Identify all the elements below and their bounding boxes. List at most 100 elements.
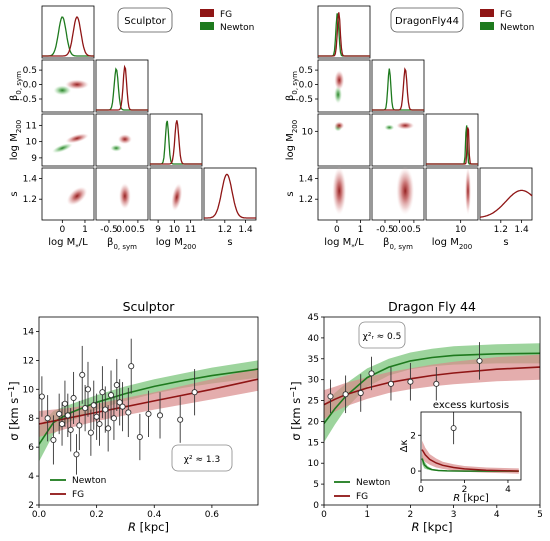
dragonfly-data-point-1 [343,392,348,397]
corner-dragonfly-1-0-ytick-label-2: 0.5 [299,66,313,76]
corner-sculptor-2-0-ytick-label-1: 10 [26,138,38,148]
corner-dragonfly-cell-1-1 [372,60,424,112]
corner-dragonfly-legend-fg-swatch [480,9,494,17]
sculptor-xtick-label-1: 0.2 [89,510,103,520]
sculptor-ytick-label-2: 6 [28,443,34,453]
sculptor-data-point-21 [108,392,113,397]
corner-dragonfly-cell-3-3: 1.2 1.4 [480,168,532,235]
sculptor-ytick-label-5: 12 [23,356,34,366]
dragonfly-ylabel: σ [km s−1] [289,381,304,440]
dragonfly-annotation: χ²ᵣ ≈ 0.5 [363,332,402,342]
corner-dragonfly-contour-3-1-fg [396,167,414,215]
dragonfly-ytick-label-5: 25 [308,397,319,407]
sculptor-ytick-label-3: 8 [28,414,34,424]
corner-sculptor-2-0-ytick-label-0: 9 [31,154,37,164]
sculptor-data-point-7 [68,427,73,432]
corner-sculptor-cell-0-0 [42,6,94,58]
dragonfly-data-point-2 [358,390,363,395]
corner-sculptor-marginal-beta-fg [96,67,148,110]
corner-sculptor-3-2-xtick-label-2: 11 [185,225,196,235]
corner-sculptor-marginal-logM200-fg [150,120,202,164]
corner-dragonfly-contour-2-1-newton [384,124,394,130]
corner-sculptor-legend-fg-label: FG [220,10,232,20]
corner-dragonfly-marginal-beta-fg [372,69,424,110]
sculptor-ytick-label-4: 10 [23,385,35,395]
corner-sculptor-xlabel-1: β0, sym [107,237,137,251]
corner-dragonfly-3-0-ytick-label-0: 1.2 [299,195,313,205]
corner-sculptor-cell-3-0: 0 11.21.4 [23,168,94,235]
corner-dragonfly-xlabel-2: log M200 [432,237,472,251]
sculptor-data-point-23 [114,382,119,387]
corner-dragonfly-3-1-xtick-label-0: -0.5 [376,225,394,235]
corner-sculptor-title: Sculptor [124,16,166,27]
corner-sculptor-legend-newton-swatch [200,22,214,30]
sculptor-title: Sculptor [123,299,176,314]
sculptor-legend-newton-label: Newton [72,476,106,486]
corner-dragonfly-cell-2-1 [372,114,424,166]
corner-dragonfly-contour-2-0-fg [334,122,344,130]
sculptor-data-point-25 [120,404,125,409]
corner-dragonfly-marginal-s-fg [480,190,532,217]
kurtosis-xlabel: R [kpc] [453,493,489,504]
sculptor-ytick-label-0: 2 [28,501,34,511]
corner-sculptor-1-0-ytick-label-0: -0.5 [19,95,37,105]
corner-dragonfly-frame-2-1 [372,114,424,166]
sculptor-data-point-16 [94,414,99,419]
sculptor-data-point-10 [77,423,82,428]
dragonfly-xtick-label-1: 1 [364,510,370,520]
corner-sculptor-cell-3-2: 9 10 11 [150,168,202,235]
corner-sculptor-cell-3-3: 1.2 1.4 [204,168,256,235]
corner-dragonfly-3-0-xtick-label-0: 0 [334,225,340,235]
dragonfly-ytick-label-8: 40 [308,334,320,344]
sculptor-data-point-13 [85,387,90,392]
sculptor-annotation: χ² ≈ 1.3 [184,455,220,465]
dragonfly-legend-fg-label: FG [356,492,368,502]
corner-dragonfly-marginal-logM200-fg [426,128,478,165]
dragonfly-legend-newton-label: Newton [356,478,390,488]
sculptor-data-point-2 [51,437,56,442]
kurtosis-data-point-0 [451,426,456,431]
sculptor-data-point-17 [97,421,102,426]
sculptor-data-point-28 [137,434,142,439]
sculptor-data-point-19 [103,407,108,412]
corner-dragonfly-cell-3-1: -0.50.0 0.5 [372,167,424,235]
corner-sculptor-contour-1-0-fg [65,80,89,90]
corner-dragonfly-3-3-xtick-label-1: 1.4 [514,225,529,235]
corner-sculptor-cell-2-2 [150,114,202,166]
corner-dragonfly-cell-2-2 [426,114,478,166]
corner-sculptor-3-3-xtick-label-0: 1.2 [218,225,232,235]
sculptor-legend-fg-label: FG [72,490,84,500]
kurtosis-xtick-label-2: 4 [505,485,511,495]
corner-dragonfly-3-0-ytick-label-1: 1.4 [299,174,314,184]
corner-dragonfly-legend-newton-label: Newton [500,23,534,33]
dragonfly-xtick-label-2: 2 [408,510,414,520]
dragonfly-data-point-5 [408,379,413,384]
corner-dragonfly-2-0-ytick-label-0: 10 [302,127,314,137]
sculptor-data-point-9 [74,452,79,457]
dragonfly-xtick-label-5: 5 [537,510,543,520]
sculptor-ylabel: σ [km s−1] [7,381,22,440]
corner-dragonfly-marginal-beta-newton [372,69,424,110]
dragonfly-xtick-label-0: 0 [321,510,327,520]
kurtosis-xtick-label-0: 0 [418,485,424,495]
corner-sculptor-contour-2-1-fg [118,134,132,144]
corner-sculptor-frame-1-1 [96,60,148,112]
corner-sculptor-xlabel-0: log M*/L [48,237,88,251]
corner-dragonfly-cell-3-2: 10 [426,167,478,235]
dragonfly-xtick-label-3: 3 [451,510,457,520]
corner-dragonfly-contour-1-0-fg [334,70,344,90]
corner-sculptor-cell-3-1: -0.50.0 0.5 [96,168,148,235]
sculptor-data-point-6 [65,413,70,418]
sculptor-data-point-5 [62,401,67,406]
sculptor-data-point-20 [106,426,111,431]
corner-sculptor-contour-3-0-fg [63,183,90,209]
sculptor-xlabel: R [kpc] [128,520,169,534]
dragonfly-data-point-4 [388,381,393,386]
dispersion-panel-sculptor: 0.0 0.2 0.4 0.62468101214SculptorR [kpc]σ [… [7,299,259,534]
kurtosis-inset: 0 2 4 0 2 excess kurtosis R [kpc] Δκ [399,400,521,504]
corner-dragonfly-frame-1-0 [318,60,370,112]
corner-sculptor-3-2-xtick-label-1: 10 [169,225,181,235]
sculptor-data-point-32 [192,390,197,395]
corner-dragonfly-cell-2-0: 10 [302,114,370,166]
